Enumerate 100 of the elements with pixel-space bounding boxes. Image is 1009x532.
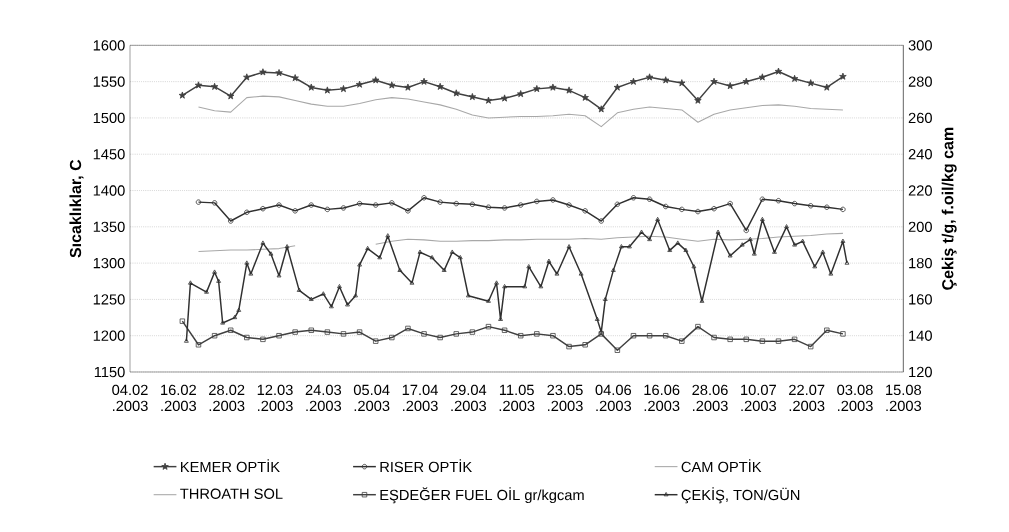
point (372, 76, 380, 84)
point (839, 72, 847, 80)
x-tick-label: 16.06 .2003 (644, 384, 680, 412)
point (824, 204, 830, 210)
point (389, 200, 395, 206)
point (260, 336, 266, 342)
point (613, 83, 622, 91)
point (179, 318, 186, 324)
point (630, 195, 637, 201)
point (566, 343, 572, 350)
y2-tick-label: 180 (909, 257, 932, 269)
point (405, 208, 411, 214)
point (742, 77, 750, 85)
point (389, 334, 395, 341)
point (790, 74, 799, 82)
y2-tick-label: 280 (908, 76, 932, 87)
point (727, 336, 733, 342)
point (678, 79, 686, 87)
point (711, 206, 717, 212)
y2-tick-label: 300 (908, 40, 932, 51)
y-tick-label: 1500 (93, 112, 125, 124)
point (533, 85, 541, 93)
point (582, 342, 588, 348)
point (711, 334, 717, 341)
y-tick-label: 1450 (93, 149, 125, 160)
legend-label: KEMER OPTİK (181, 459, 280, 473)
y2-tick-label: 200 (908, 221, 932, 233)
point (243, 73, 251, 81)
point (743, 227, 749, 234)
point (292, 329, 298, 335)
point (646, 196, 653, 202)
legend-label: EŞDEĞER FUEL OİL gr/kgcam (380, 487, 584, 504)
point (373, 338, 379, 344)
point (355, 80, 364, 88)
y-tick-label: 1150 (94, 366, 125, 378)
point (679, 206, 685, 213)
point (534, 331, 540, 337)
point (291, 74, 299, 82)
point (727, 200, 733, 207)
point (662, 76, 670, 84)
point (485, 323, 492, 330)
y2-tick-label: 140 (909, 330, 932, 341)
y2-tick-label: 220 (908, 185, 932, 196)
y-tick-label: 1550 (93, 76, 125, 87)
point (195, 342, 202, 348)
point (710, 77, 718, 85)
point (614, 347, 621, 353)
point (356, 329, 363, 335)
point (549, 83, 557, 91)
point (436, 82, 444, 90)
point (518, 333, 524, 339)
point (646, 333, 653, 339)
point (421, 195, 427, 201)
y-tick-label: 1600 (93, 40, 125, 51)
y-tick-label: 1300 (93, 257, 125, 269)
y2-tick-label: 120 (909, 366, 932, 378)
x-tick-label: 23.05 .2003 (547, 384, 583, 412)
point (452, 89, 460, 97)
point (339, 85, 348, 93)
point (178, 91, 187, 99)
point (324, 329, 331, 335)
x-tick-label: 03.08 .2003 (837, 384, 873, 412)
point (582, 208, 588, 214)
point (550, 197, 556, 203)
x-tick-label: 28.06 .2003 (692, 384, 728, 412)
point (485, 204, 492, 210)
x-tick-label: 04.06 .2003 (595, 384, 632, 412)
point (663, 333, 669, 339)
y2-axis-title: Çekiş t/g, f.oil/kg cam (941, 127, 957, 290)
point (645, 73, 654, 81)
y-tick-label: 1400 (93, 185, 125, 196)
point (259, 68, 267, 76)
point (501, 205, 508, 211)
point (324, 206, 331, 213)
point (469, 329, 476, 335)
x-tick-label: 10.07 .2003 (741, 384, 777, 412)
x-tick-label: 24.03 .2003 (305, 384, 342, 412)
point (421, 331, 427, 337)
point (275, 69, 283, 77)
point (534, 198, 540, 205)
point (759, 338, 766, 344)
x-tick-label: 15.08 .2003 (886, 384, 922, 412)
point (244, 209, 250, 215)
point (468, 93, 477, 101)
legend-label: ÇEKİŞ, TON/GÜN (681, 487, 800, 504)
point (695, 208, 701, 215)
point (581, 93, 589, 101)
point (630, 333, 637, 339)
point (808, 343, 814, 350)
x-tick-label: 17.04 .2003 (402, 384, 438, 412)
x-tick-label: 11.05 .2003 (499, 384, 535, 412)
legend-label: CAM OPTİK (681, 459, 762, 473)
point (500, 94, 509, 102)
x-tick-label: 04.02 .2003 (112, 384, 148, 412)
point (356, 200, 363, 207)
point (211, 333, 218, 339)
point (323, 86, 332, 94)
point (484, 96, 493, 104)
point (759, 196, 766, 202)
y-tick-label: 1350 (93, 221, 125, 233)
